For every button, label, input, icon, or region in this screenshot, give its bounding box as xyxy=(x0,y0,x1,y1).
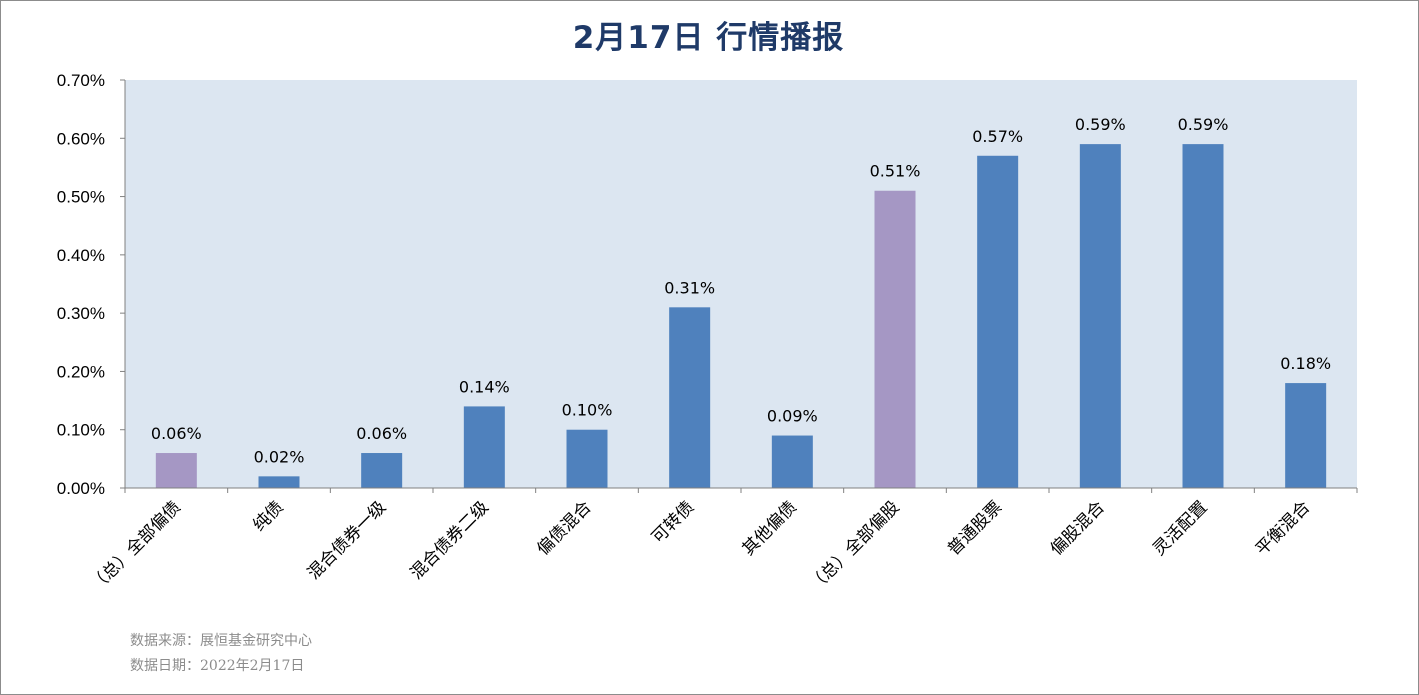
bar xyxy=(1079,144,1121,488)
y-tick-label: 0.20% xyxy=(57,362,105,381)
category-label: 平衡混合 xyxy=(1252,497,1314,559)
bar xyxy=(566,429,608,488)
category-label: （总）全部偏债 xyxy=(87,497,185,595)
data-label: 0.51% xyxy=(870,162,921,181)
data-label: 0.06% xyxy=(356,424,407,443)
bar xyxy=(258,476,300,488)
data-label: 0.57% xyxy=(972,127,1023,146)
bar xyxy=(874,190,916,488)
category-label: 偏债混合 xyxy=(533,497,595,559)
bar xyxy=(1285,383,1327,488)
category-label: 普通股票 xyxy=(944,497,1006,559)
data-label: 0.31% xyxy=(664,278,715,297)
data-labels: 0.06% 0.02% 0.06% 0.14% 0.10% 0.31% 0.09% 0.51%… xyxy=(151,115,1331,466)
data-label: 0.02% xyxy=(254,447,305,466)
bar xyxy=(1182,144,1224,488)
bar xyxy=(977,155,1019,488)
data-label: 0.59% xyxy=(1178,115,1229,134)
data-label: 0.14% xyxy=(459,377,510,396)
data-label: 0.59% xyxy=(1075,115,1126,134)
bar xyxy=(155,453,197,488)
y-axis: 0.00% 0.10% 0.20% 0.30% 0.40% 0.50% 0.60% 0.70% xyxy=(57,71,125,498)
bars xyxy=(155,144,1327,488)
chart-title: 2月17日 行情播报 xyxy=(572,20,845,56)
category-label: 偏股混合 xyxy=(1047,497,1109,559)
data-label: 0.06% xyxy=(151,424,202,443)
bar xyxy=(669,307,711,488)
category-label: 可转债 xyxy=(648,497,698,547)
data-label: 0.10% xyxy=(562,401,613,420)
category-label: 灵活配置 xyxy=(1149,497,1211,559)
category-label: 纯债 xyxy=(249,497,287,535)
x-axis: （总）全部偏债 纯债 混合债券一级 混合债券二级 偏债混合 可转债 其他偏债 （总）全部偏股普… xyxy=(87,488,1358,596)
bar xyxy=(463,406,505,488)
category-label: 混合债券二级 xyxy=(407,497,493,583)
y-tick-label: 0.60% xyxy=(57,129,105,148)
bar xyxy=(771,435,813,488)
category-label: （总）全部偏股 xyxy=(805,497,903,595)
category-label: 其他偏债 xyxy=(739,497,801,559)
y-tick-label: 0.00% xyxy=(57,479,105,498)
data-label: 0.09% xyxy=(767,407,818,426)
y-tick-label: 0.70% xyxy=(57,71,105,90)
footer-source: 数据来源：展恒基金研究中心 xyxy=(130,633,312,649)
footer-date: 数据日期：2022年2月17日 xyxy=(130,658,305,674)
y-tick-label: 0.30% xyxy=(57,304,105,323)
category-label: 混合债券一级 xyxy=(304,497,390,583)
y-tick-label: 0.10% xyxy=(57,421,105,440)
data-label: 0.18% xyxy=(1280,354,1331,373)
y-tick-label: 0.40% xyxy=(57,246,105,265)
plot-area xyxy=(125,80,1357,488)
bar xyxy=(361,453,403,488)
y-tick-label: 0.50% xyxy=(57,188,105,207)
